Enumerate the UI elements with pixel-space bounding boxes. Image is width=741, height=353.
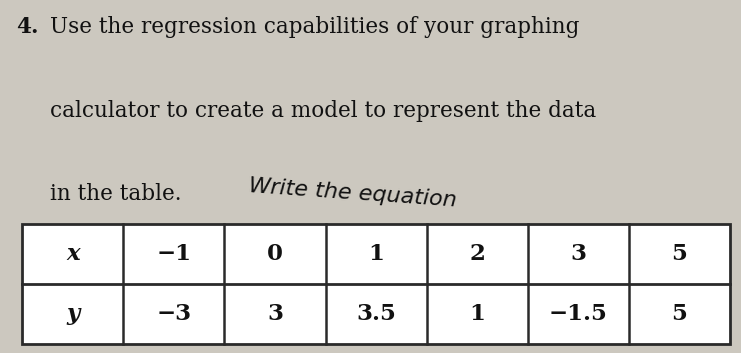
- Text: 2: 2: [469, 243, 485, 265]
- Text: 0: 0: [267, 243, 283, 265]
- Bar: [22, 224, 730, 344]
- Text: 3: 3: [267, 303, 283, 325]
- Text: −1.5: −1.5: [549, 303, 608, 325]
- Text: calculator to create a model to represent the data: calculator to create a model to represen…: [50, 100, 597, 121]
- Text: in the table.: in the table.: [50, 183, 182, 205]
- Text: 4.: 4.: [16, 16, 39, 38]
- Text: y: y: [66, 303, 79, 325]
- Text: 5: 5: [671, 243, 687, 265]
- Text: −3: −3: [156, 303, 191, 325]
- Text: 3.5: 3.5: [356, 303, 396, 325]
- Bar: [22, 224, 730, 344]
- Text: Use the regression capabilities of your graphing: Use the regression capabilities of your …: [50, 16, 580, 38]
- Text: 3: 3: [571, 243, 586, 265]
- Text: 1: 1: [368, 243, 384, 265]
- Text: x: x: [66, 243, 79, 265]
- Text: −1: −1: [156, 243, 191, 265]
- Text: 1: 1: [469, 303, 485, 325]
- Text: Write the equation: Write the equation: [248, 176, 458, 211]
- Text: 5: 5: [671, 303, 687, 325]
